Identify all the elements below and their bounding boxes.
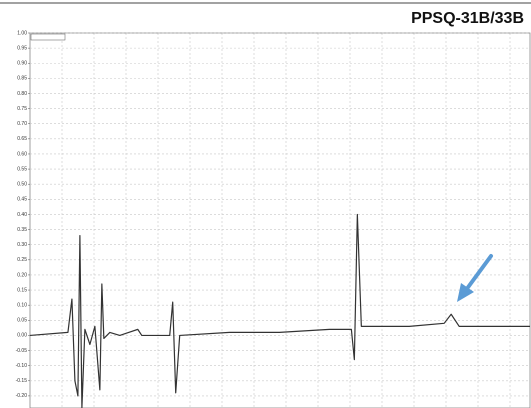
y-tick-label: 0.35 [17, 227, 27, 233]
y-tick-label: 0.60 [17, 151, 27, 157]
y-tick-label: 0.65 [17, 136, 27, 142]
y-tick-label: 0.90 [17, 61, 27, 67]
arrow [457, 254, 493, 302]
y-tick-label: 0.10 [17, 303, 27, 309]
y-tick-label: 1.00 [17, 30, 27, 36]
signal-line [29, 213, 530, 408]
vertical-grid [61, 33, 511, 408]
y-tick-label: -0.15 [16, 378, 28, 384]
y-tick-label: 0.40 [17, 212, 27, 218]
y-tick-label: -0.05 [16, 348, 28, 354]
y-tick-label: 0.70 [17, 121, 27, 127]
y-tick-label: 0.25 [17, 257, 27, 263]
legend-box [30, 33, 66, 41]
y-tick-label: 0.20 [17, 272, 27, 278]
y-tick-label: 0.50 [17, 182, 27, 188]
chart-title: PPSQ-31B/33B [411, 10, 524, 27]
y-tick-label: 0.30 [17, 242, 27, 248]
y-tick-label: 0.85 [17, 76, 27, 82]
y-tick-label: -0.20 [16, 393, 28, 399]
y-tick-label: -0.10 [16, 363, 28, 369]
y-tick-label: 0.75 [17, 106, 27, 112]
y-tick-label: 0.00 [17, 333, 27, 339]
y-tick-label: 0.80 [17, 91, 27, 97]
y-tick-label: 0.45 [17, 197, 27, 203]
y-tick-label: 0.05 [17, 318, 27, 324]
y-tick-label: 0.95 [17, 45, 27, 51]
y-tick-label: 0.55 [17, 166, 27, 172]
plot-frame [29, 32, 531, 408]
y-tick-label: 0.15 [17, 287, 27, 293]
